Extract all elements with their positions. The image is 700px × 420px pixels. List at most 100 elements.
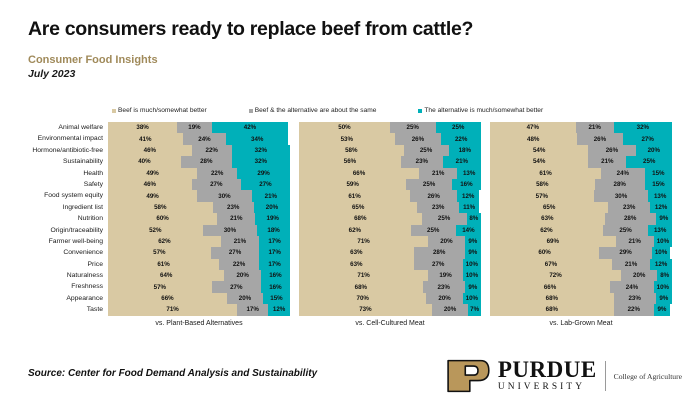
bar-segment: 66%: [108, 292, 227, 305]
bar-row: 65% 23% 12%: [490, 201, 672, 214]
bar-segment: 63%: [299, 247, 414, 259]
bar-segment: 24%: [610, 281, 654, 293]
bar-segment: 60%: [108, 213, 218, 225]
bar-segment: 17%: [259, 235, 290, 248]
bar-segment: 73%: [299, 304, 432, 316]
bar-segment: 10%: [653, 281, 672, 293]
bar-segment: 26%: [410, 190, 458, 202]
bar-segment: 27%: [211, 281, 261, 293]
bar-row: 66% 24% 10%: [490, 281, 672, 293]
chart-legend: Beef is much/somewhat better Beef & the …: [112, 107, 543, 115]
bar-segment: 59%: [299, 178, 407, 191]
bar-row: 73% 20% 7%: [299, 304, 481, 316]
bar-row: 57% 27% 17%: [108, 247, 290, 259]
bar-segment: 13%: [648, 190, 672, 202]
bar-segment: 26%: [576, 133, 624, 145]
bar-segment: 63%: [299, 258, 414, 271]
bar-row: 68% 25% 8%: [299, 213, 482, 225]
bar-segment: 10%: [462, 270, 481, 282]
bar-segment: 13%: [457, 167, 481, 179]
category-label: Price: [87, 260, 104, 268]
bar-segment: 65%: [490, 201, 609, 214]
bar-row: 71% 19% 10%: [299, 270, 481, 282]
bar-row: 59% 25% 16%: [299, 178, 481, 191]
bar-row: 63% 28% 9%: [490, 213, 672, 225]
bar-segment: 61%: [108, 258, 220, 271]
bar-segment: 25%: [410, 224, 456, 236]
bar-segment: 67%: [490, 258, 612, 271]
purdue-logo: PURDUE UNIVERSITY College of Agriculture: [445, 355, 682, 397]
bar-segment: 54%: [490, 156, 589, 168]
bar-segment: 15%: [262, 292, 290, 305]
bar-segment: 38%: [108, 122, 178, 134]
bar-segment: 71%: [299, 270, 429, 282]
bar-row: 46% 27% 27%: [108, 178, 290, 191]
bar-row: 62% 25% 14%: [299, 224, 481, 236]
purdue-name: PURDUE: [497, 357, 597, 383]
page-title: Are consumers ready to replace beef from…: [28, 18, 474, 40]
bar-segment: 9%: [655, 292, 672, 305]
bar-row: 64% 20% 16%: [108, 270, 290, 282]
purdue-wordmark: PURDUE UNIVERSITY: [498, 358, 597, 393]
bar-segment: 23%: [417, 201, 460, 214]
bar-row: 58% 23% 20%: [108, 201, 290, 214]
bar-segment: 15%: [644, 178, 672, 191]
bar-segment: 46%: [108, 144, 192, 157]
panel-cell-cultured: 50% 25% 25% 53% 26% 22% 58% 25% 18% 56% 23% 21% 66% 2…: [299, 122, 482, 327]
bar-segment: 25%: [421, 213, 467, 225]
bar-row: 67% 21% 12%: [490, 258, 672, 271]
category-label: Hormone/antibiotic-free: [32, 146, 103, 154]
chart-panels: Animal welfare Environmental impact Hormon…: [28, 122, 672, 327]
legend-swatch-icon-about-same: [248, 109, 253, 114]
bar-segment: 23%: [400, 156, 443, 168]
bar-segment: 27%: [191, 178, 241, 191]
legend-item-alternative-better: The alternative is much/somewhat better: [418, 107, 543, 115]
bar-segment: 16%: [260, 270, 290, 282]
bar-segment: 9%: [653, 304, 671, 316]
bar-row: 63% 27% 10%: [299, 258, 481, 271]
panel-lab-grown: 47% 21% 32% 48% 26% 27% 54% 26% 20% 54% 21% 25% 61% 2…: [490, 122, 672, 327]
bar-segment: 52%: [108, 224, 203, 236]
bar-segment: 26%: [588, 144, 636, 157]
bar-row: 38% 19% 42%: [108, 122, 290, 134]
bar-segment: 28%: [594, 178, 645, 191]
bar-segment: 22%: [441, 133, 481, 145]
bar-segment: 25%: [626, 156, 672, 168]
bar-segment: 46%: [108, 178, 192, 191]
bar-segment: 17%: [259, 247, 290, 259]
bar-row: 72% 20% 8%: [490, 270, 672, 282]
bar-segment: 8%: [466, 213, 482, 225]
category-label: Freshness: [71, 283, 103, 291]
bar-segment: 62%: [299, 224, 411, 236]
bar-segment: 7%: [468, 304, 481, 316]
bar-segment: 61%: [299, 190, 411, 202]
category-label: Ingredient list: [62, 203, 103, 211]
bar-segment: 54%: [490, 144, 589, 157]
bar-segment: 28%: [180, 156, 232, 168]
bar-segment: 12%: [650, 258, 672, 271]
report-date: July 2023: [28, 68, 76, 80]
category-label: Taste: [86, 306, 103, 314]
bar-row: 61% 24% 15%: [490, 167, 672, 179]
bar-row: 54% 26% 20%: [490, 144, 672, 157]
bar-segment: 21%: [220, 235, 260, 248]
bar-row: 50% 25% 25%: [299, 122, 481, 134]
bar-segment: 71%: [299, 235, 429, 248]
bar-segment: 68%: [490, 292, 614, 305]
bar-segment: 58%: [490, 178, 595, 191]
bar-segment: 48%: [490, 133, 577, 145]
category-label: Food system equity: [44, 192, 103, 200]
bar-segment: 58%: [299, 144, 404, 157]
bar-segment: 57%: [490, 190, 594, 202]
bar-segment: 21%: [588, 156, 627, 168]
bar-segment: 71%: [108, 304, 238, 316]
bar-segment: 16%: [260, 281, 290, 293]
bar-segment: 20%: [226, 292, 263, 305]
bar-segment: 64%: [108, 270, 225, 282]
bar-segment: 23%: [212, 201, 254, 214]
bar-segment: 22%: [219, 258, 260, 271]
bar-segment: 21%: [611, 258, 651, 271]
bar-segment: 27%: [413, 258, 463, 271]
bar-row: 60% 29% 10%: [490, 247, 672, 259]
bar-segment: 21%: [217, 213, 256, 225]
